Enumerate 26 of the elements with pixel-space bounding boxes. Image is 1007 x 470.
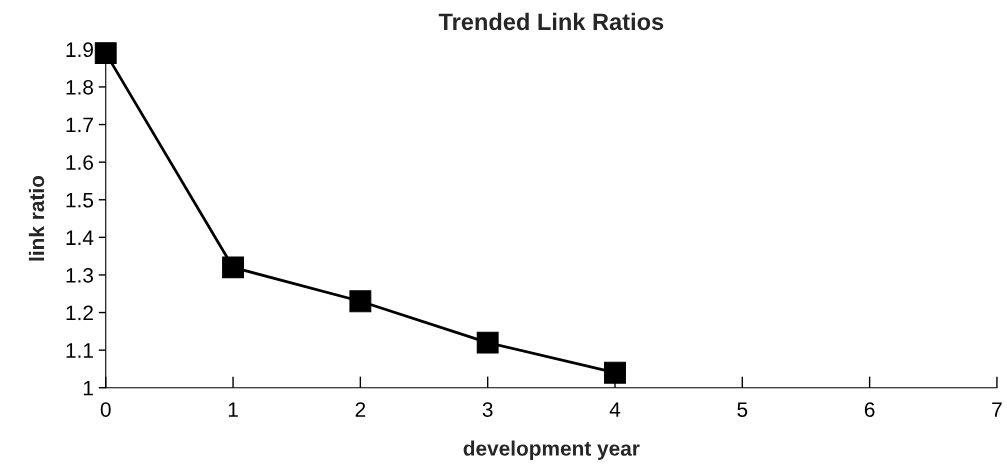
y-tick-label: 1.4: [66, 230, 94, 245]
y-tick-label: 1.8: [66, 79, 94, 95]
y-tick-label: 1.6: [66, 155, 94, 170]
chart-title: Trended Link Ratios: [438, 12, 664, 31]
x-tick-label: 5: [737, 402, 748, 417]
point: [476, 331, 499, 354]
x-tick-label: 6: [864, 402, 875, 417]
y-tick-label: 1.9: [66, 42, 93, 58]
x-tick-label: 0: [100, 402, 111, 417]
point: [604, 361, 626, 384]
y-tick-label: 1.2: [66, 305, 93, 321]
y-tick-label: 1: [83, 380, 93, 396]
x-tick-label: 1: [228, 402, 238, 417]
x-tick-label: 4: [609, 402, 621, 417]
y-axis-title: link ratio: [28, 175, 45, 261]
y-tick-label: 1.5: [66, 192, 94, 208]
x-tick-label: 2: [355, 402, 366, 417]
point: [349, 290, 372, 313]
x-tick-label: 3: [482, 402, 493, 417]
x-tick-label: 7: [992, 402, 1002, 417]
y-tick-label: 1.1: [66, 343, 93, 358]
point: [222, 256, 244, 279]
point: [94, 42, 117, 65]
x-axis-title: development year: [463, 440, 640, 460]
y-tick-label: 1.3: [66, 267, 94, 283]
y-tick-label: 1.7: [66, 117, 93, 133]
